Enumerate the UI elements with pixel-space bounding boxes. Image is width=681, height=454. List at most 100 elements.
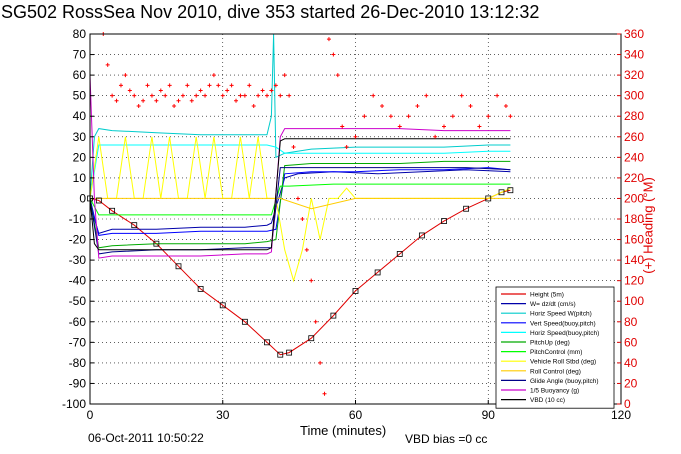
heading-point — [468, 103, 473, 108]
legend-label: Horiz Speed(buoy,pitch) — [530, 330, 599, 337]
y2-tick-label: 80 — [624, 315, 638, 329]
height-marker — [197, 285, 204, 292]
heading-point — [110, 93, 115, 98]
heading-point — [256, 93, 261, 98]
y2-ticks: 0 20 40 60 80 100 120 140 160 180 200 220 240 260 280 3… — [617, 27, 644, 411]
heading-point — [459, 93, 464, 98]
heading-point — [127, 88, 132, 93]
y-tick-label: 80 — [73, 27, 87, 41]
heading-point — [251, 103, 256, 108]
height-marker — [485, 195, 492, 202]
heading-point — [238, 93, 243, 98]
heading-point — [180, 93, 185, 98]
y2-tick-label: 260 — [624, 130, 644, 144]
legend-label: 1/5 Buoyancy (g) — [530, 388, 579, 395]
series-line-roll_control — [90, 197, 511, 210]
heading-point — [282, 73, 287, 78]
heading-point — [105, 62, 110, 67]
legend-label: Horiz Speed W(pitch) — [530, 311, 592, 318]
heading-point — [291, 145, 296, 150]
height-marker — [286, 349, 293, 356]
x-tick-label: 120 — [611, 408, 631, 422]
heading-point — [309, 278, 314, 283]
series-line-vbd — [89, 138, 511, 251]
y-tick-label: 30 — [73, 130, 87, 144]
heading-point — [344, 145, 349, 150]
y-tick-label: 40 — [73, 109, 87, 123]
series-line-glide_angle — [89, 167, 511, 255]
heading-point — [335, 73, 340, 78]
y2-tick-label: 120 — [624, 274, 644, 288]
y2-tick-label: 340 — [624, 48, 644, 62]
x-tick-label: 90 — [482, 408, 496, 422]
series-line-height — [89, 189, 511, 356]
legend-label: PitchControl (mm) — [530, 349, 582, 356]
y-tick-label: -50 — [69, 294, 87, 308]
height-marker — [241, 318, 248, 325]
height-marker — [175, 263, 182, 270]
heading-point — [397, 124, 402, 129]
y2-tick-label: 300 — [624, 89, 644, 103]
heading-point — [304, 247, 309, 252]
heading-point — [273, 83, 278, 88]
x-tick-label: 0 — [87, 408, 94, 422]
heading-layer — [101, 32, 513, 396]
y-tick-label: 10 — [73, 171, 87, 185]
height-marker — [95, 197, 102, 204]
heading-point — [247, 83, 252, 88]
heading-point — [287, 93, 292, 98]
series-line-w — [89, 169, 511, 235]
heading-point — [433, 134, 438, 139]
y-tick-label: -30 — [69, 253, 87, 267]
y2-tick-label: 320 — [624, 68, 644, 82]
heading-point — [388, 114, 393, 119]
heading-point — [154, 98, 159, 103]
heading-point — [123, 73, 128, 78]
legend-box — [495, 286, 615, 409]
heading-point — [380, 103, 385, 108]
heading-point — [415, 103, 420, 108]
heading-point — [353, 134, 358, 139]
y2-tick-label: 280 — [624, 109, 644, 123]
x-axis-label: Time (minutes) — [300, 423, 387, 438]
heading-point — [424, 93, 429, 98]
heading-point — [189, 98, 194, 103]
height-marker — [131, 222, 138, 229]
legend-label: Roll Control (deg) — [530, 368, 581, 375]
heading-point — [203, 93, 208, 98]
y2-tick-label: 180 — [624, 212, 644, 226]
heading-point — [269, 88, 274, 93]
heading-point — [331, 52, 336, 57]
height-marker — [308, 335, 315, 342]
heading-point — [508, 114, 513, 119]
heading-point — [371, 93, 376, 98]
heading-point — [450, 114, 455, 119]
heading-point — [145, 83, 150, 88]
y2-tick-label: 100 — [624, 294, 644, 308]
heading-point — [225, 88, 230, 93]
x-tick-label: 30 — [216, 408, 230, 422]
heading-point — [406, 114, 411, 119]
heading-point — [118, 83, 123, 88]
series-line-buoyancy — [89, 75, 511, 259]
heading-point — [163, 93, 168, 98]
y2-tick-label: 40 — [624, 356, 638, 370]
heading-point — [260, 88, 265, 93]
footer-date: 06-Oct-2011 10:50:22 — [88, 431, 204, 445]
y-tick-label: -80 — [69, 356, 87, 370]
heading-point — [278, 93, 283, 98]
height-marker — [109, 207, 116, 214]
heading-point — [172, 103, 177, 108]
height-marker — [352, 288, 359, 294]
y2-tick-label: 160 — [624, 233, 644, 247]
heading-point — [234, 98, 239, 103]
y-tick-label: -100 — [62, 397, 86, 411]
chart-title: SG502 RossSea Nov 2010, dive 353 started… — [1, 2, 540, 22]
legend-label: Height (5m) — [530, 292, 564, 299]
y2-tick-label: 60 — [624, 335, 638, 349]
y2-axis-label: (+) Heading (°M) — [640, 177, 656, 274]
heading-point — [442, 124, 446, 129]
heading-point — [295, 196, 300, 201]
series-line-vehicle_roll — [89, 136, 511, 283]
heading-point — [141, 98, 146, 103]
